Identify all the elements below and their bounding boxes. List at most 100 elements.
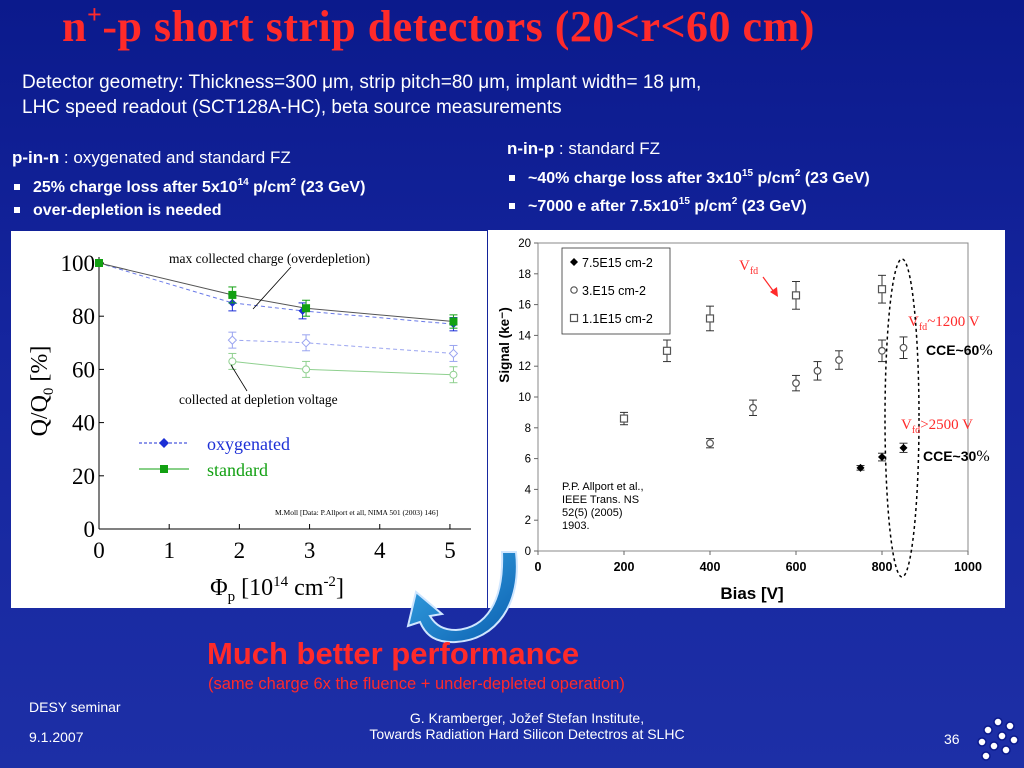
data-point-1.1e15 xyxy=(791,291,801,300)
vfd-arrow-head xyxy=(770,287,778,297)
cce30-label: CCE~30% xyxy=(923,448,990,465)
data-point-standard-depletion xyxy=(449,370,458,379)
n-in-p-bullets: ~40% charge loss after 3x1015 p/cm2 (23 … xyxy=(509,162,870,218)
series-line xyxy=(232,339,454,354)
y-tick-label: 20 xyxy=(72,464,95,489)
x-tick-label: 2 xyxy=(234,538,246,563)
geometry-line-1: Detector geometry: Thickness=300 μm, str… xyxy=(22,72,702,93)
annotation-max-charge: max collected charge (overdepletion) xyxy=(169,251,370,266)
page-number: 36 xyxy=(944,731,960,747)
y-tick-label: 0 xyxy=(84,517,96,542)
data-point-oxygenated-depletion xyxy=(227,335,238,345)
legend-label-oxygenated: oxygenated xyxy=(207,434,290,454)
data-point-standard-depletion xyxy=(228,357,237,366)
n-in-p-heading: n-in-p : standard FZ xyxy=(507,139,661,158)
data-point-standard xyxy=(449,317,458,326)
y-tick-label: 14 xyxy=(518,330,531,342)
y-tick-label: 8 xyxy=(525,423,531,435)
y-tick-label: 2 xyxy=(525,515,531,527)
y-tick-label: 6 xyxy=(525,454,531,466)
annotation-depletion-leader xyxy=(230,364,248,392)
vfd-2500-label: Vfd>2500 V xyxy=(901,417,973,436)
cce60-label: CCE~60% xyxy=(926,342,993,359)
data-point-standard xyxy=(95,259,103,267)
reference-citation: P.P. Allport et al., IEEE Trans. NS 52(5) … xyxy=(562,481,644,532)
reference-line: 52(5) (2005) xyxy=(562,507,623,519)
y-tick-label: 0 xyxy=(525,546,531,558)
y-tick-label: 80 xyxy=(72,304,95,329)
institute-logo-icon xyxy=(977,717,1019,761)
data-point-1.1e15 xyxy=(619,414,629,423)
y-tick-label: 100 xyxy=(61,251,96,276)
data-point-3e15 xyxy=(835,356,843,364)
x-tick-label: 0 xyxy=(93,538,105,563)
data-point-3e15 xyxy=(749,403,757,412)
data-point-oxygenated-depletion xyxy=(301,338,311,348)
x-tick-label: 600 xyxy=(786,560,807,574)
series-line xyxy=(98,262,454,323)
legend-label-3e15: 3.E15 cm-2 xyxy=(582,284,646,298)
x-tick-label: 1000 xyxy=(954,560,982,574)
curved-arrow-icon xyxy=(406,551,518,644)
legend-marker-oxygenated xyxy=(159,438,169,448)
x-tick-label: 0 xyxy=(535,560,542,574)
data-point-7.5e15 xyxy=(899,443,908,452)
data-point-7.5e15 xyxy=(856,463,865,472)
p-in-n-bullets: 25% charge loss after 5x1014 p/cm2 (23 G… xyxy=(14,171,365,222)
conclusion-subtext: (same charge 6x the fluence + under-depl… xyxy=(208,675,625,693)
annotation-max-charge-leader xyxy=(252,266,292,310)
series-line xyxy=(98,262,454,325)
annotation-depletion: collected at depletion voltage xyxy=(179,392,338,407)
highlight-ellipse xyxy=(884,258,920,578)
footer-author-line-1: G. Kramberger, Jožef Stefan Institute, xyxy=(409,710,645,726)
y-tick-label: 20 xyxy=(518,238,531,250)
data-point-standard xyxy=(302,304,311,313)
x-tick-label: 400 xyxy=(700,560,721,574)
data-point-3e15 xyxy=(878,346,886,355)
legend: 7.5E15 cm-2 3.E15 cm-2 1.1E15 cm-2 xyxy=(561,247,671,335)
data-point-7.5e15 xyxy=(878,453,886,462)
data-point-3e15 xyxy=(706,439,714,448)
x-tick-label: 3 xyxy=(304,538,316,563)
data-point-3e15 xyxy=(813,366,822,375)
vfd-1200-label: Vfd~1200 V xyxy=(908,314,980,333)
footer-event: DESY seminar xyxy=(29,699,121,715)
data-point-standard-depletion xyxy=(302,365,311,374)
p-in-n-heading: p-in-n : oxygenated and standard FZ xyxy=(12,148,291,167)
y-tick-label: 60 xyxy=(72,357,95,382)
legend-label-standard: standard xyxy=(207,460,268,480)
data-point-standard xyxy=(228,290,237,299)
series-line xyxy=(232,360,454,376)
x-tick-label: 1 xyxy=(163,538,175,563)
conclusion-heading: Much better performance xyxy=(207,636,580,671)
x-tick-label: 200 xyxy=(614,560,635,574)
footer-author: G. Kramberger, Jožef Stefan Institute, T… xyxy=(369,710,684,742)
reference-line: P.P. Allport et al., xyxy=(562,481,644,493)
legend-marker-3e15 xyxy=(570,286,578,294)
list-item: over-depletion is needed xyxy=(14,199,365,222)
x-axis-label: Φp [1014 cm-2] xyxy=(210,574,344,605)
y-tick-label: 40 xyxy=(72,411,95,436)
charge-vs-fluence-chart: 0 20 40 60 80 100 0 1 2 3 4 5 max collected charge … xyxy=(27,251,471,605)
reference-line: IEEE Trans. NS xyxy=(562,494,639,506)
geometry-description: Detector geometry: Thickness=300 μm, str… xyxy=(22,70,701,120)
x-tick-label: 4 xyxy=(374,538,386,563)
vfd-label: Vfd xyxy=(739,258,758,277)
data-point-1.1e15 xyxy=(877,285,887,294)
x-tick-label: 5 xyxy=(444,538,456,563)
data-point-1.1e15 xyxy=(705,314,715,323)
signal-vs-bias-chart-panel: 0 2 4 6 8 10 12 14 16 18 20 0 200 400 600 800 1000 7.5E1… xyxy=(488,230,1005,608)
chart-credit: M.Moll [Data: P.Allport et all, NIMA 501… xyxy=(275,508,438,517)
data-point-1.1e15 xyxy=(662,346,672,355)
charge-vs-fluence-chart-panel: 0 20 40 60 80 100 0 1 2 3 4 5 max collected charge … xyxy=(11,231,487,608)
list-item: 25% charge loss after 5x1014 p/cm2 (23 G… xyxy=(14,171,365,199)
geometry-line-2: LHC speed readout (SCT128A-HC), beta sou… xyxy=(22,97,562,118)
legend-marker-1.1e15 xyxy=(569,313,579,323)
x-axis-label: Bias [V] xyxy=(720,584,783,603)
reference-line: 1903. xyxy=(562,520,590,532)
legend-label-1.1e15: 1.1E15 cm-2 xyxy=(582,312,653,326)
legend-marker-7.5e15 xyxy=(570,258,578,266)
y-tick-label: 16 xyxy=(518,300,531,312)
y-axis-label: Signal (ke⁻) xyxy=(497,307,512,382)
